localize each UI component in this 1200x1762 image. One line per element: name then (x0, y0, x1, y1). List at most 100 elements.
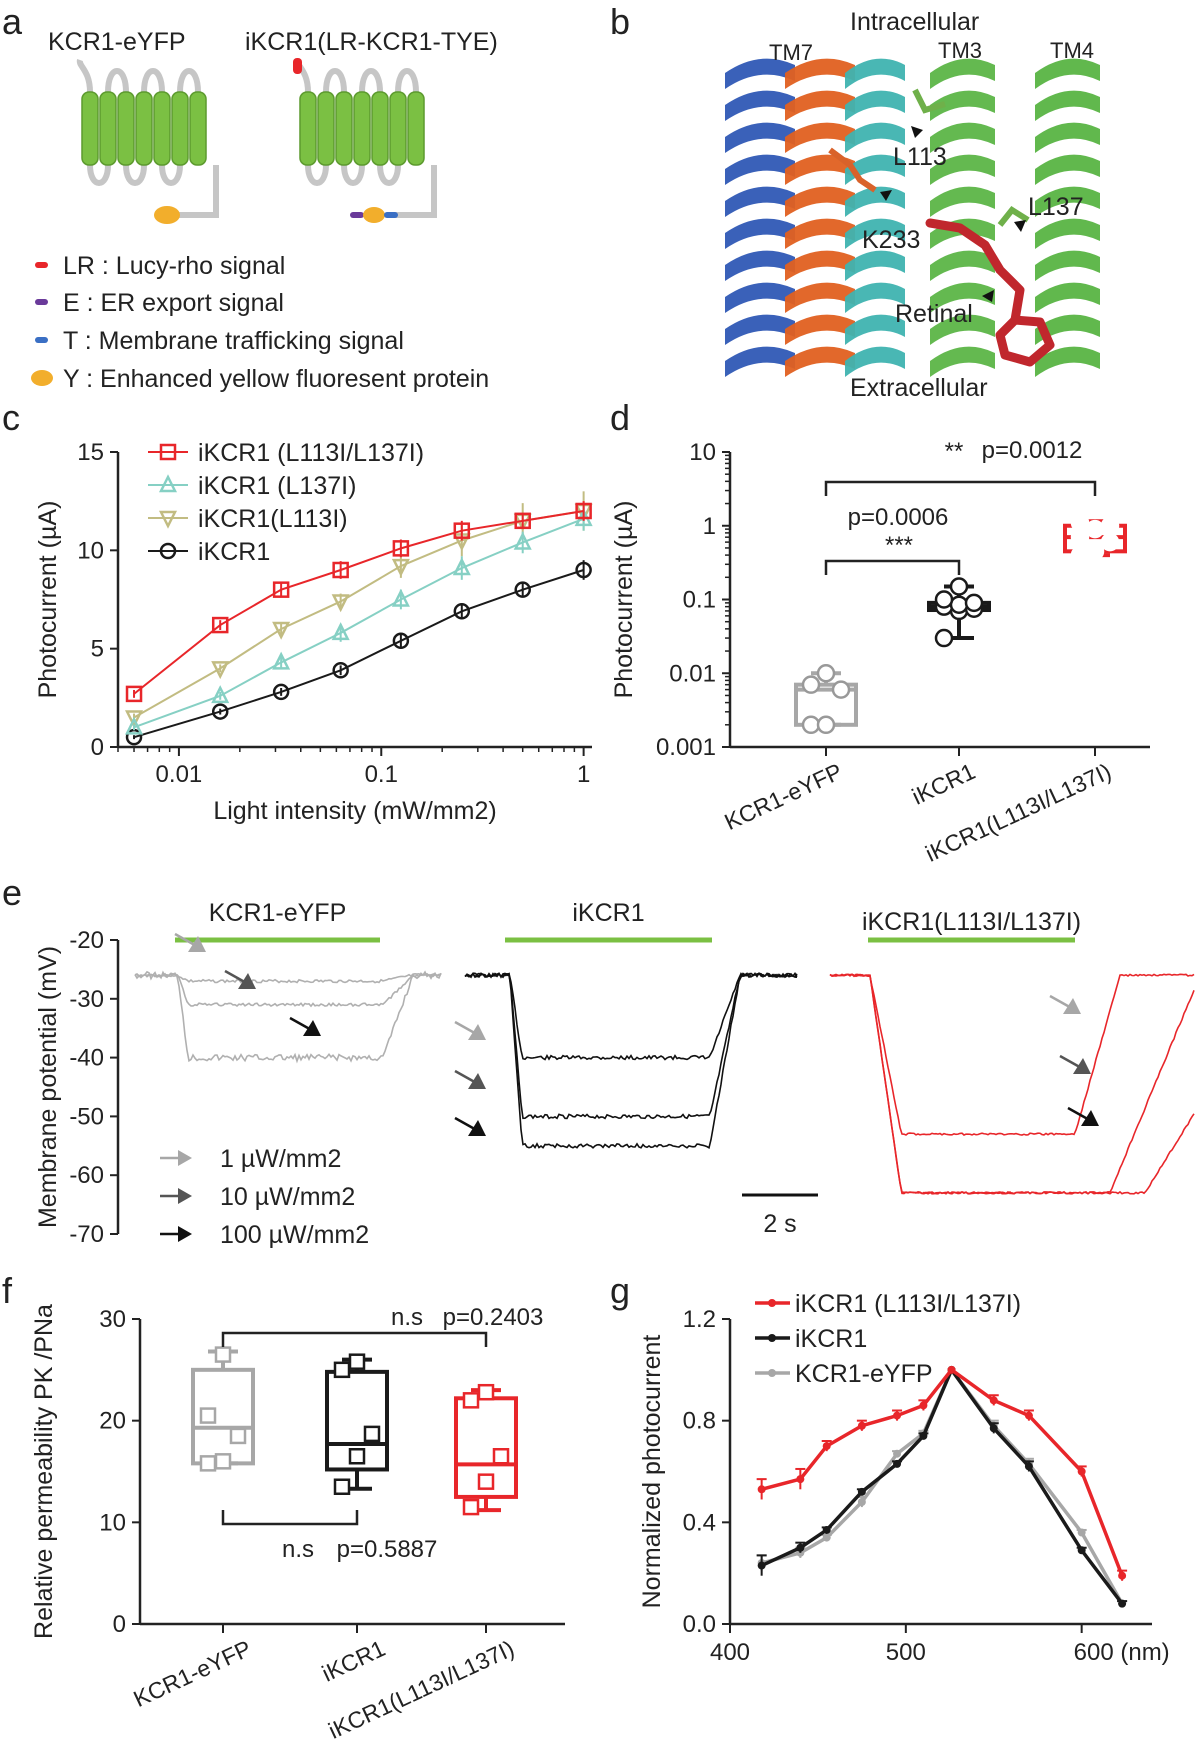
trace-2-1 (829, 973, 1195, 1195)
data-point (348, 1353, 366, 1370)
y-tick-label: -60 (69, 1162, 104, 1189)
data-point-series-1 (125, 716, 144, 735)
panel-f-chart: 0 10 20 30 Relative permeability PK /PNa KCR1… (30, 1304, 565, 1744)
y-axis-label: Normalized photocurrent (638, 1335, 666, 1609)
legend-label: iKCR1 (L137I) (198, 472, 356, 500)
data-point (462, 1498, 480, 1516)
transmembrane-helix (389, 91, 407, 166)
data-point (333, 1478, 351, 1495)
y-tick-label: 0.8 (683, 1408, 716, 1435)
data-point-series-0 (1118, 1571, 1127, 1580)
x-tick-label: 1 (577, 761, 590, 788)
y-axis-label: Relative permeability PK /PNa (30, 1304, 58, 1639)
label-tm7: TM7 (769, 40, 813, 65)
membrane-loop (177, 68, 201, 93)
y-tick-label: -40 (69, 1045, 104, 1072)
arrowhead (1073, 1058, 1091, 1074)
transmembrane-helix (353, 91, 371, 166)
p-value-label: p=0.0012 (982, 437, 1083, 464)
y-tick-label: 20 (99, 1408, 126, 1435)
trafficking-tag (384, 212, 398, 218)
y-tick-label: 10 (689, 439, 716, 466)
data-point (1070, 545, 1090, 565)
series-line-3 (133, 569, 584, 739)
data-point (199, 1455, 217, 1472)
data-point-series-3 (514, 581, 531, 598)
trace-title: iKCR1 (572, 899, 644, 927)
legend-swatch-lr (35, 262, 48, 268)
helix-tm4-turn (1035, 282, 1100, 313)
data-point (831, 680, 851, 699)
data-point (816, 715, 836, 735)
label-l113: L113 (893, 143, 947, 171)
data-point-series-0 (893, 1411, 902, 1420)
arrowhead-l113 (911, 126, 923, 138)
y-axis-label: Photocurrent (µA) (34, 501, 62, 699)
eyfp-tag (154, 206, 180, 224)
helix-blue-turn (725, 218, 795, 249)
transmembrane-helix (317, 91, 335, 166)
helix-blue-turn (725, 282, 795, 313)
helix-teal-turn (845, 250, 905, 281)
transmembrane-helix (135, 91, 153, 166)
c-terminus (390, 165, 437, 218)
legend-label: iKCR1 (795, 1325, 867, 1353)
data-point (199, 1407, 217, 1424)
helix-tm4-turn (1035, 218, 1100, 249)
construct-title-kcr1-eyfp: KCR1-eYFP (48, 28, 186, 56)
data-point-series-0 (332, 561, 349, 579)
y-tick-label: 1 (703, 513, 716, 540)
data-point-series-2 (1077, 1528, 1086, 1537)
series-line-0 (133, 510, 584, 695)
arrowhead (188, 936, 206, 952)
data-point-series-1 (822, 1525, 831, 1534)
helix-blue-turn (725, 154, 795, 185)
series-line-1 (760, 1366, 1124, 1605)
legend-label: iKCR1 (L113I/L137I) (795, 1290, 1021, 1318)
data-point-series-1 (989, 1424, 998, 1433)
x-tick-label: 0.1 (365, 761, 398, 788)
transmembrane-helix (299, 91, 317, 166)
membrane-loop (87, 164, 111, 186)
data-point-series-3 (575, 561, 592, 579)
helix-teal-turn (845, 186, 905, 217)
data-point-series-0 (514, 512, 531, 530)
arrowhead (303, 1020, 321, 1036)
x-tick-label: 0.01 (156, 761, 203, 788)
helix-tm7-turn (785, 186, 855, 217)
legend-arrowhead (178, 1226, 192, 1242)
transmembrane-helix (153, 91, 171, 166)
panel-letter-c: c (2, 397, 20, 438)
data-point (477, 1473, 495, 1490)
helix-blue-turn (725, 186, 795, 217)
panel-letters: a b c d e f g (2, 1, 630, 1311)
scale-bar-label: 2 s (763, 1210, 796, 1238)
helix-tm3-turn (930, 314, 995, 345)
data-point-series-1 (919, 1431, 928, 1440)
panel-letter-d: d (610, 397, 630, 438)
significance-bracket (824, 480, 1097, 496)
membrane-loop (359, 68, 383, 93)
y-tick-label: -30 (69, 986, 104, 1013)
arrowhead-l137 (1014, 220, 1026, 232)
data-point (801, 715, 821, 735)
data-point-series-0 (1077, 1467, 1086, 1476)
membrane-loop (395, 68, 419, 93)
data-point-series-0 (453, 522, 471, 539)
arrowhead (1081, 1110, 1099, 1126)
helix-teal-turn (845, 122, 905, 153)
membrane-loop (377, 164, 401, 186)
x-tick-label: 500 (886, 1639, 926, 1666)
y-tick-label: 10 (99, 1509, 126, 1536)
trace-title: KCR1-eYFP (209, 899, 347, 927)
x-category-label: KCR1-eYFP (129, 1635, 255, 1712)
helix-teal-turn (845, 90, 905, 121)
helix-blue-turn (725, 250, 795, 281)
legend-label: iKCR1 (L113I/L137I) (198, 439, 424, 467)
x-tick-label: 600 (nm) (1074, 1639, 1170, 1666)
legend-label: iKCR1(L113I) (198, 505, 348, 533)
helix-tm4-turn (1035, 122, 1100, 153)
helix-tm3-turn (930, 282, 995, 313)
y-tick-label: 0.0 (683, 1611, 716, 1638)
panel-letter-f: f (2, 1270, 13, 1311)
